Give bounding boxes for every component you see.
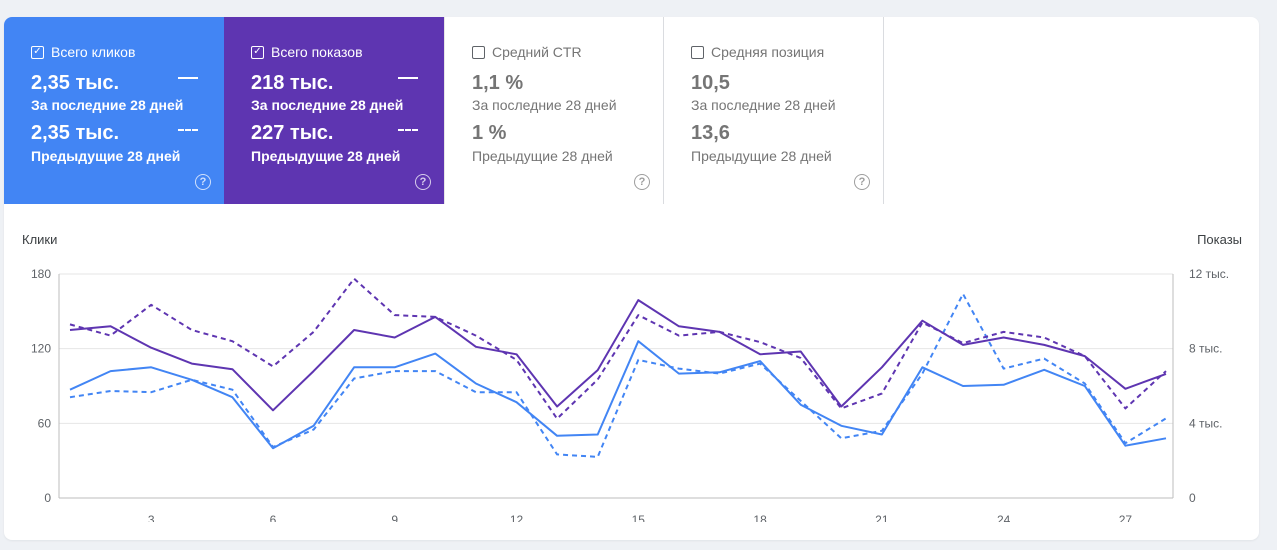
left-tick-label: 120	[31, 342, 51, 356]
solid-line-legend-icon	[398, 77, 418, 79]
current-value: 218 тыс.	[251, 72, 334, 94]
dashed-line-legend-icon	[178, 129, 198, 131]
tile-header: ✓ Всего кликов	[31, 44, 135, 60]
checkbox-icon[interactable]: ✓	[251, 45, 264, 59]
tile-total-impressions[interactable]: ✓ Всего показов 218 тыс. За последние 28…	[224, 17, 444, 204]
checkbox-icon[interactable]	[472, 45, 485, 59]
left-axis-title: Клики	[22, 232, 58, 247]
chart-svg: 0 60 120 180 0 4 тыс. 8 тыс. 12 тыс. 3 6 9 12 15 18 21…	[31, 267, 1229, 522]
current-value: 2,35 тыс.	[31, 72, 120, 94]
previous-period-label: Предыдущие 28 дней	[691, 148, 832, 164]
previous-value: 227 тыс.	[251, 122, 334, 144]
checkbox-icon[interactable]	[691, 45, 704, 59]
tile-header: ✓ Всего показов	[251, 44, 363, 60]
current-value: 1,1 %	[472, 72, 524, 94]
help-circle-icon[interactable]: ?	[634, 174, 650, 190]
series-line-clicks-current	[69, 340, 1167, 450]
tile-average-ctr[interactable]: Средний CTR 1,1 % За последние 28 дней 1…	[444, 17, 664, 204]
right-tick-label: 12 тыс.	[1189, 267, 1229, 281]
tile-header: Средняя позиция	[691, 44, 824, 60]
left-tick-label: 180	[31, 267, 51, 281]
x-tick-label: 6	[270, 513, 277, 522]
current-period-label: За последние 28 дней	[31, 97, 184, 113]
series-line-clicks-previous	[69, 292, 1167, 458]
tile-header: Средний CTR	[472, 44, 582, 60]
right-tick-label: 4 тыс.	[1189, 416, 1222, 430]
help-circle-icon[interactable]: ?	[195, 174, 211, 190]
performance-chart[interactable]: Клики Показы 0 60 120 180 0 4 тыс. 8 тыс. 12 ты…	[4, 222, 1259, 522]
solid-line-legend-icon	[178, 77, 198, 79]
current-period-label: За последние 28 дней	[251, 97, 404, 113]
current-period-label: За последние 28 дней	[472, 97, 617, 113]
checkbox-icon[interactable]: ✓	[31, 45, 44, 59]
x-tick-label: 9	[391, 513, 398, 522]
performance-card: ✓ Всего кликов 2,35 тыс. За последние 28…	[4, 17, 1259, 540]
dashed-line-legend-icon	[398, 129, 418, 131]
help-circle-icon[interactable]: ?	[415, 174, 431, 190]
series-line-impressions-current	[69, 299, 1167, 412]
tile-average-position[interactable]: Средняя позиция 10,5 За последние 28 дне…	[664, 17, 884, 204]
right-axis-title: Показы	[1197, 232, 1242, 247]
series-line-impressions-previous	[69, 277, 1167, 420]
left-tick-label: 0	[44, 491, 51, 505]
x-tick-label: 15	[632, 513, 646, 522]
help-circle-icon[interactable]: ?	[854, 174, 870, 190]
tile-label: Всего кликов	[51, 44, 136, 60]
tile-label: Средний CTR	[492, 44, 582, 60]
tile-label: Средняя позиция	[711, 44, 825, 60]
current-value: 10,5	[691, 72, 730, 94]
x-tick-label: 3	[148, 513, 155, 522]
tile-label: Всего показов	[271, 44, 363, 60]
tile-total-clicks[interactable]: ✓ Всего кликов 2,35 тыс. За последние 28…	[4, 17, 224, 204]
x-tick-label: 21	[875, 513, 889, 522]
previous-value: 13,6	[691, 122, 730, 144]
x-tick-label: 24	[997, 513, 1011, 522]
right-tick-label: 0	[1189, 491, 1196, 505]
right-tick-label: 8 тыс.	[1189, 342, 1222, 356]
metric-tiles: ✓ Всего кликов 2,35 тыс. За последние 28…	[4, 17, 884, 204]
current-period-label: За последние 28 дней	[691, 97, 836, 113]
x-tick-label: 12	[510, 513, 524, 522]
left-tick-label: 60	[38, 416, 52, 430]
previous-value: 2,35 тыс.	[31, 122, 120, 144]
x-tick-label: 27	[1119, 513, 1133, 522]
previous-period-label: Предыдущие 28 дней	[251, 148, 401, 164]
previous-period-label: Предыдущие 28 дней	[31, 148, 181, 164]
x-tick-label: 18	[753, 513, 767, 522]
previous-period-label: Предыдущие 28 дней	[472, 148, 613, 164]
previous-value: 1 %	[472, 122, 507, 144]
